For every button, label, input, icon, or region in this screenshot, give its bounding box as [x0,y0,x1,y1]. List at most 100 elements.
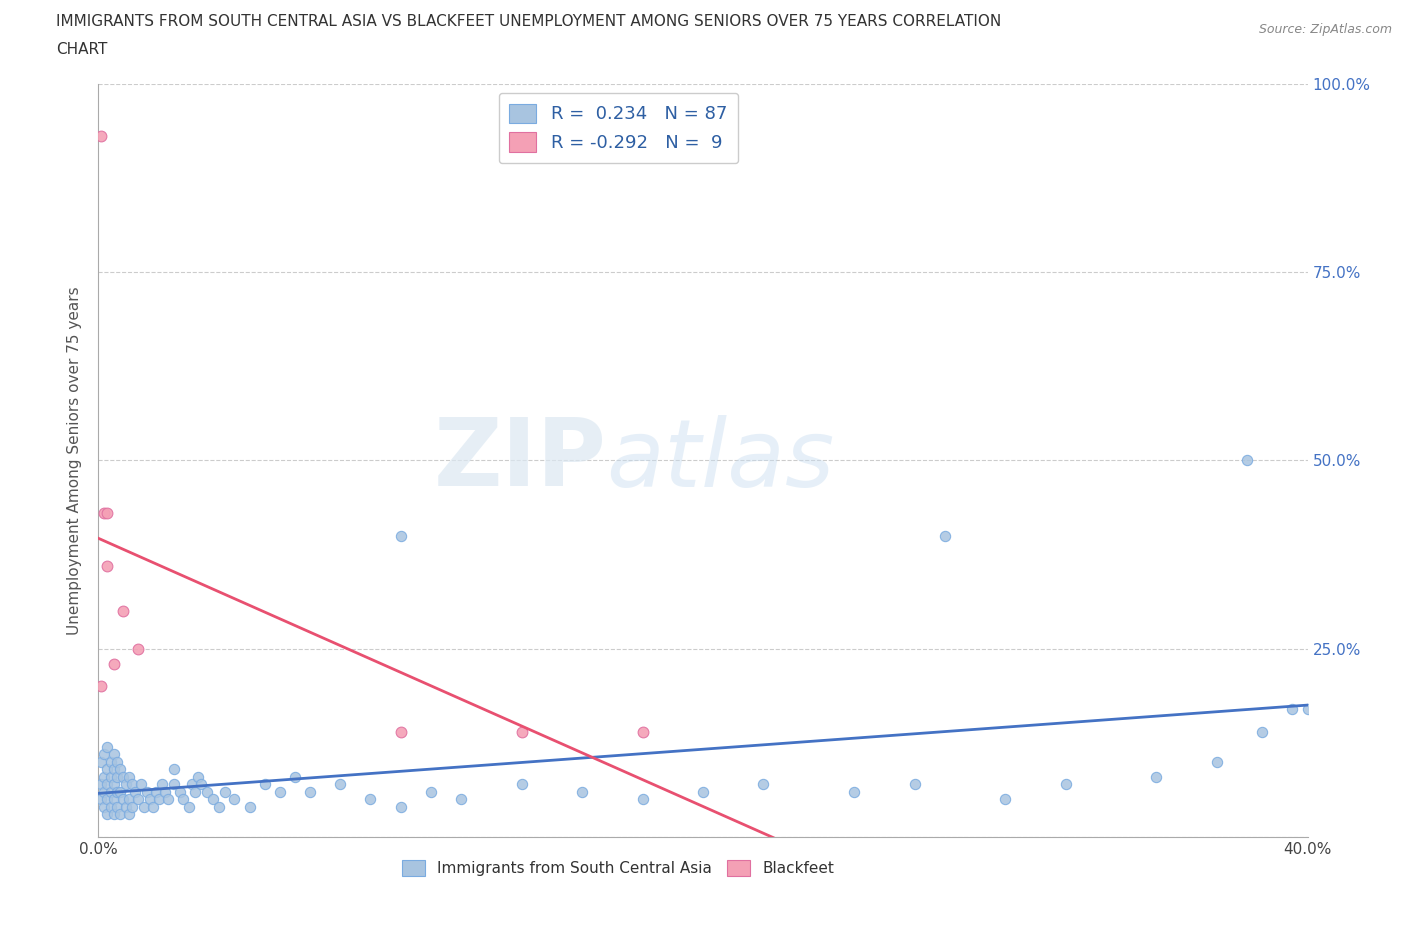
Point [934,528,956,543]
Point [994,792,1017,807]
Point [752,777,775,791]
Point [510,777,533,791]
Point [156,792,179,807]
Point [93,747,115,762]
Point [224,792,246,807]
Point [108,807,131,822]
Point [269,784,291,799]
Point [111,769,134,784]
Point [105,754,128,769]
Point [132,800,155,815]
Point [187,769,209,784]
Point [172,792,194,807]
Point [108,784,131,799]
Point [169,784,191,799]
Point [284,769,307,784]
Point [103,762,125,777]
Point [153,784,176,799]
Point [184,784,207,799]
Point [631,724,654,739]
Point [1206,754,1229,769]
Point [239,800,262,815]
Point [121,800,143,815]
Point [90,679,112,694]
Point [1054,777,1077,791]
Point [135,784,157,799]
Point [118,807,141,822]
Point [90,754,112,769]
Point [96,792,118,807]
Point [1296,701,1319,716]
Point [202,792,225,807]
Point [389,528,412,543]
Point [1281,701,1303,716]
Point [510,724,533,739]
Point [631,792,654,807]
Point [103,792,125,807]
Point [127,642,149,657]
Point [129,777,152,791]
Point [844,784,866,799]
Point [93,769,115,784]
Point [111,604,134,618]
Point [389,800,412,815]
Point [90,777,112,791]
Point [692,784,714,799]
Text: Source: ZipAtlas.com: Source: ZipAtlas.com [1258,23,1392,36]
Point [148,792,170,807]
Point [96,506,118,521]
Point [96,762,118,777]
Point [1144,769,1167,784]
Point [100,754,122,769]
Text: ZIP: ZIP [433,415,606,506]
Text: IMMIGRANTS FROM SOUTH CENTRAL ASIA VS BLACKFEET UNEMPLOYMENT AMONG SENIORS OVER : IMMIGRANTS FROM SOUTH CENTRAL ASIA VS BL… [56,14,1001,29]
Point [142,800,165,815]
Point [96,777,118,791]
Point [124,784,146,799]
Point [329,777,352,791]
Point [105,800,128,815]
Point [145,784,167,799]
Point [90,792,112,807]
Point [420,784,443,799]
Point [181,777,204,791]
Point [90,129,112,144]
Point [114,800,136,815]
Point [904,777,927,791]
Point [571,784,593,799]
Point [105,769,128,784]
Point [93,800,115,815]
Point [299,784,322,799]
Point [103,747,125,762]
Point [118,792,141,807]
Point [450,792,472,807]
Point [150,777,173,791]
Point [139,792,162,807]
Point [1236,453,1258,468]
Point [1251,724,1274,739]
Point [114,777,136,791]
Point [127,792,149,807]
Point [190,777,212,791]
Point [93,506,115,521]
Point [179,800,201,815]
Point [389,724,412,739]
Point [100,769,122,784]
Point [105,784,128,799]
Point [103,777,125,791]
Text: atlas: atlas [606,415,835,506]
Point [195,784,218,799]
Point [100,800,122,815]
Point [96,558,118,573]
Text: CHART: CHART [56,42,108,57]
Point [163,762,186,777]
Point [96,807,118,822]
Point [100,784,122,799]
Point [208,800,231,815]
Point [118,769,141,784]
Point [96,739,118,754]
Point [111,792,134,807]
Y-axis label: Unemployment Among Seniors over 75 years: Unemployment Among Seniors over 75 years [67,286,83,634]
Point [103,657,125,671]
Point [103,807,125,822]
